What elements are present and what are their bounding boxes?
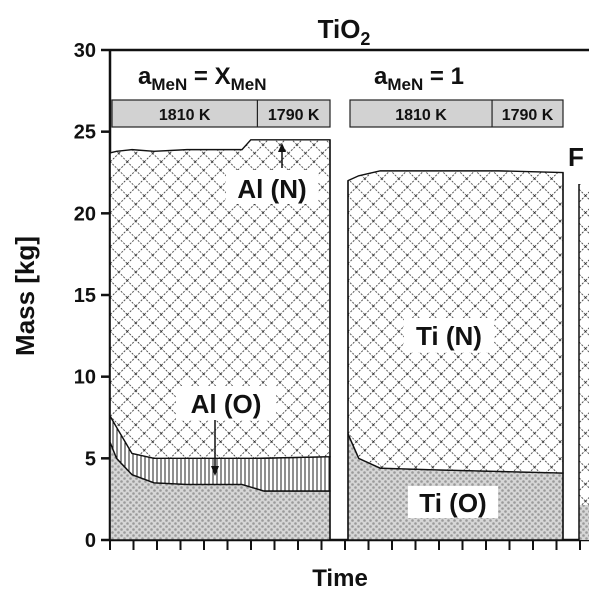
annotation-arrowhead [211, 466, 219, 476]
x-axis-label: Time [312, 565, 368, 592]
y-tick-label: 30 [74, 40, 96, 62]
y-ticks: 0 5 10 15 20 25 30 [74, 40, 110, 552]
annotation-bg [176, 386, 276, 420]
cut-panel: F [568, 142, 589, 540]
cut-panel-area [579, 184, 589, 540]
x-ticks [109, 540, 581, 550]
temperature-bar [111, 99, 331, 128]
annotation-label: Ti (O) [419, 488, 486, 518]
y-tick-label: 5 [85, 448, 96, 470]
y-tick-label: 10 [74, 367, 96, 389]
annotation-bg [404, 318, 494, 352]
cut-panel-label: F [568, 142, 584, 172]
y-tick-label: 25 [74, 122, 96, 144]
annotation-bg [226, 170, 318, 204]
y-tick-label: 0 [85, 530, 96, 552]
annotation-label: Al (O) [191, 389, 262, 419]
heading-part: = 1 [423, 63, 464, 90]
heading-part: MeN [387, 75, 423, 94]
title-main: TiO [318, 14, 361, 44]
heading-part: a [138, 63, 152, 90]
panel-heading: aMeN = 1 [374, 63, 464, 94]
panel-2: aMeN = 1 1810 K 1790 K Ti (N) Ti (O) [347, 63, 564, 541]
chart-title: TiO2 [318, 14, 371, 49]
y-tick-label: 15 [74, 285, 96, 307]
heading-part: MeN [151, 75, 187, 94]
heading-part: = X [187, 63, 230, 90]
temperature-label: 1790 K [502, 107, 554, 124]
annotation-arrowhead [278, 143, 286, 152]
heading-part: MeN [231, 75, 267, 94]
heading-part: a [374, 63, 388, 90]
temperature-label: 1810 K [395, 107, 447, 124]
temperature-label: 1810 K [159, 107, 211, 124]
temperature-bar [349, 99, 564, 128]
annotation-label: Ti (N) [416, 321, 482, 351]
cut-panel-lower-area [579, 505, 589, 540]
temperature-label: 1790 K [268, 107, 320, 124]
annotation-label: Al (N) [237, 174, 306, 204]
y-tick-label: 20 [74, 203, 96, 225]
title-subscript: 2 [360, 29, 370, 49]
panel-heading: aMeN = XMeN [138, 63, 267, 94]
y-axis-label: Mass [kg] [10, 236, 40, 356]
annotation-bg [408, 486, 498, 518]
